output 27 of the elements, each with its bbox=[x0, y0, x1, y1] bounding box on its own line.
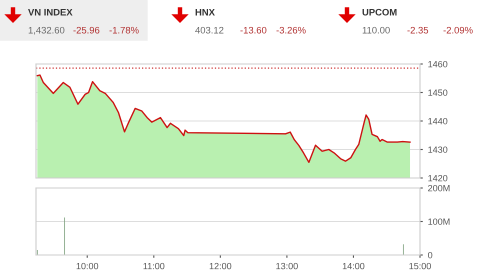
y-tick-label: 1420 bbox=[428, 174, 448, 182]
x-tick-label: 14:00 bbox=[342, 262, 364, 270]
text: UPCOM bbox=[362, 8, 397, 16]
text: HNX bbox=[196, 8, 215, 16]
x-tick-label: 10:00 bbox=[76, 262, 98, 270]
text: 403.12 bbox=[195, 26, 224, 34]
line-series bbox=[36, 74, 411, 164]
x-tick-label: 12:00 bbox=[210, 262, 232, 270]
y-tick-label: 100M bbox=[428, 218, 450, 225]
text: -1.78% bbox=[109, 26, 139, 34]
text: 110.00 bbox=[362, 26, 390, 34]
y-tick-label: 1440 bbox=[428, 118, 448, 124]
y-tick-label: 1460 bbox=[428, 60, 448, 68]
text: -2.35 bbox=[407, 26, 428, 34]
text: -2.09% bbox=[443, 26, 473, 34]
y-tick-label: 1430 bbox=[428, 146, 448, 153]
text: VN INDEX bbox=[28, 8, 73, 16]
x-tick-label: 11:00 bbox=[144, 262, 164, 270]
text: 1,432.60 bbox=[28, 26, 64, 35]
text: -25.96 bbox=[73, 26, 100, 34]
text: -3.26% bbox=[276, 26, 306, 34]
y-tick-label: 0 bbox=[428, 252, 432, 258]
y-tick-label: 200M bbox=[428, 184, 450, 192]
x-tick-label: 13:00 bbox=[276, 262, 298, 270]
x-tick-label: 15:00 bbox=[409, 262, 431, 270]
text: -13.60 bbox=[240, 26, 266, 34]
y-tick-label: 1450 bbox=[428, 89, 448, 96]
